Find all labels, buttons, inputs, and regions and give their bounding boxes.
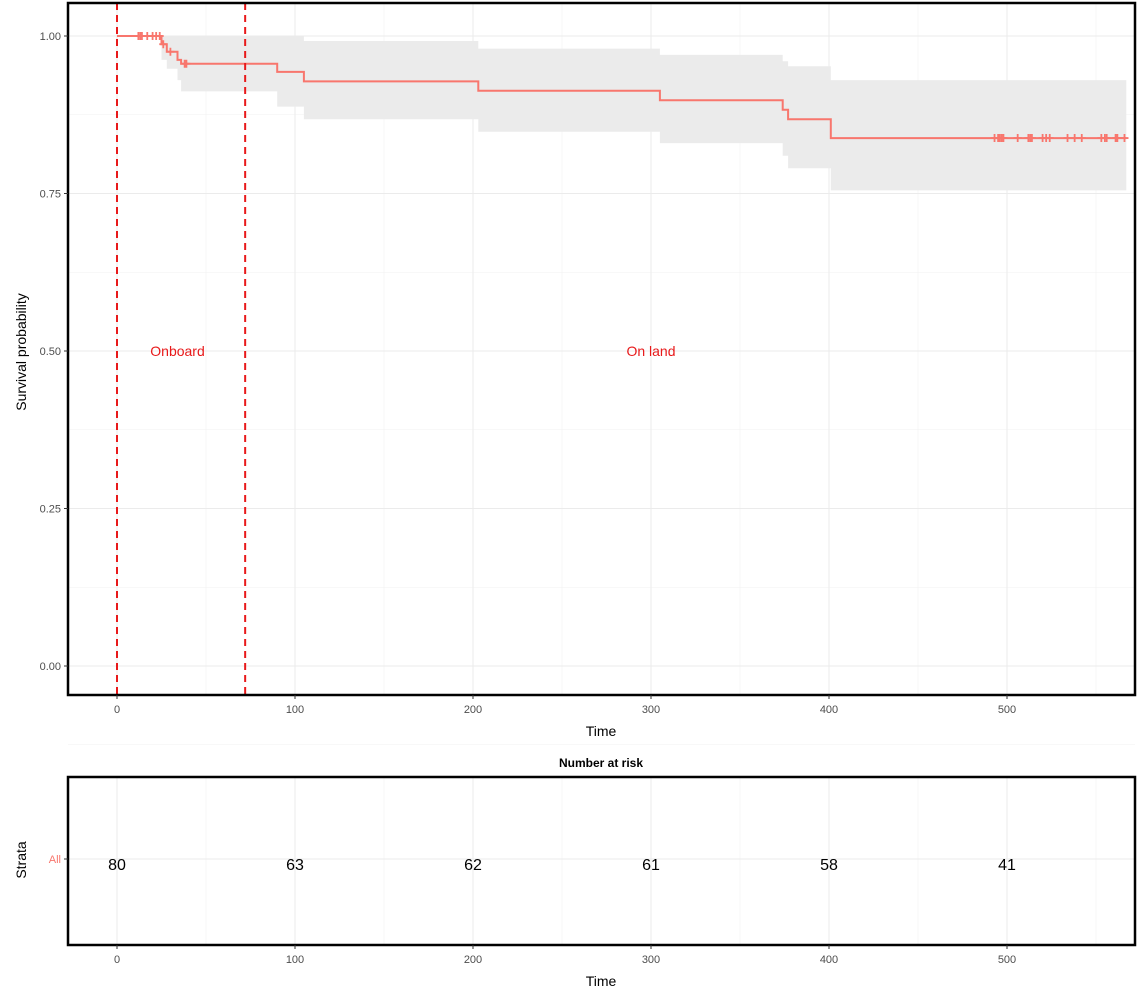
x-tick-label: 200 bbox=[464, 704, 482, 716]
censor-mark bbox=[166, 47, 175, 56]
censor-mark bbox=[1063, 134, 1072, 143]
censor-mark bbox=[1045, 134, 1054, 143]
main-axes: 0.00 0.25 0.50 0.75 1.00 0 100 200 300 400 500 bbox=[40, 1, 1137, 716]
risk-table-title: Number at risk bbox=[559, 756, 643, 770]
x-tick-label: 400 bbox=[820, 704, 838, 716]
y-tick-label: 0.50 bbox=[40, 346, 61, 358]
risk-x-tick-label: 300 bbox=[642, 954, 660, 966]
risk-y-axis-title: Strata bbox=[13, 841, 29, 879]
risk-value: 61 bbox=[642, 857, 660, 874]
main-x-axis-title: Time bbox=[586, 723, 617, 739]
risk-panel-border bbox=[66, 775, 1137, 947]
ci-band-polygon bbox=[117, 36, 1127, 191]
y-tick-label: 0.00 bbox=[40, 661, 61, 673]
censor-mark bbox=[1102, 134, 1111, 143]
survival-curve-group bbox=[117, 35, 1127, 140]
censor-mark bbox=[1013, 134, 1022, 143]
censor-mark bbox=[182, 59, 191, 68]
confidence-band bbox=[117, 36, 1127, 191]
x-tick-label: 300 bbox=[642, 704, 660, 716]
censor-marks bbox=[134, 32, 1129, 143]
risk-axes: All 0 100 200 300 400 500 bbox=[49, 775, 1137, 966]
risk-x-tick-label: 500 bbox=[998, 954, 1016, 966]
risk-x-tick-label: 0 bbox=[114, 954, 120, 966]
main-panel-border bbox=[66, 1, 1137, 697]
censor-mark bbox=[1120, 134, 1129, 143]
x-tick-label: 0 bbox=[114, 704, 120, 716]
risk-values: 80 63 62 61 58 41 bbox=[108, 857, 1016, 874]
censor-mark bbox=[159, 40, 168, 49]
annotation-label: Onboard bbox=[150, 343, 204, 359]
censor-mark bbox=[1027, 134, 1036, 143]
censor-mark bbox=[1113, 134, 1122, 143]
y-tick-label: 0.75 bbox=[40, 189, 61, 201]
reference-lines bbox=[116, 3, 247, 695]
risk-value: 58 bbox=[820, 857, 838, 874]
risk-x-axis-title: Time bbox=[586, 973, 617, 989]
risk-x-tick-label: 400 bbox=[820, 954, 838, 966]
y-tick-label: 0.25 bbox=[40, 504, 61, 516]
censor-mark bbox=[999, 134, 1008, 143]
strata-label: All bbox=[49, 854, 61, 866]
main-y-axis-title: Survival probability bbox=[13, 293, 29, 411]
survival-curve bbox=[117, 35, 1127, 140]
x-tick-label: 500 bbox=[998, 704, 1016, 716]
risk-value: 41 bbox=[998, 857, 1016, 874]
annotation-label: On land bbox=[626, 343, 675, 359]
censor-mark bbox=[155, 32, 164, 40]
risk-x-tick-label: 100 bbox=[286, 954, 304, 966]
risk-value: 63 bbox=[286, 857, 304, 874]
risk-value: 80 bbox=[108, 857, 126, 874]
censor-mark bbox=[1070, 134, 1079, 143]
risk-x-tick-label: 200 bbox=[464, 954, 482, 966]
censor-mark bbox=[1077, 134, 1086, 143]
risk-gridlines bbox=[68, 777, 1135, 945]
annotations: Onboard On land bbox=[150, 343, 675, 359]
x-tick-label: 100 bbox=[286, 704, 304, 716]
y-tick-label: 1.00 bbox=[40, 31, 61, 43]
risk-value: 62 bbox=[464, 857, 482, 874]
